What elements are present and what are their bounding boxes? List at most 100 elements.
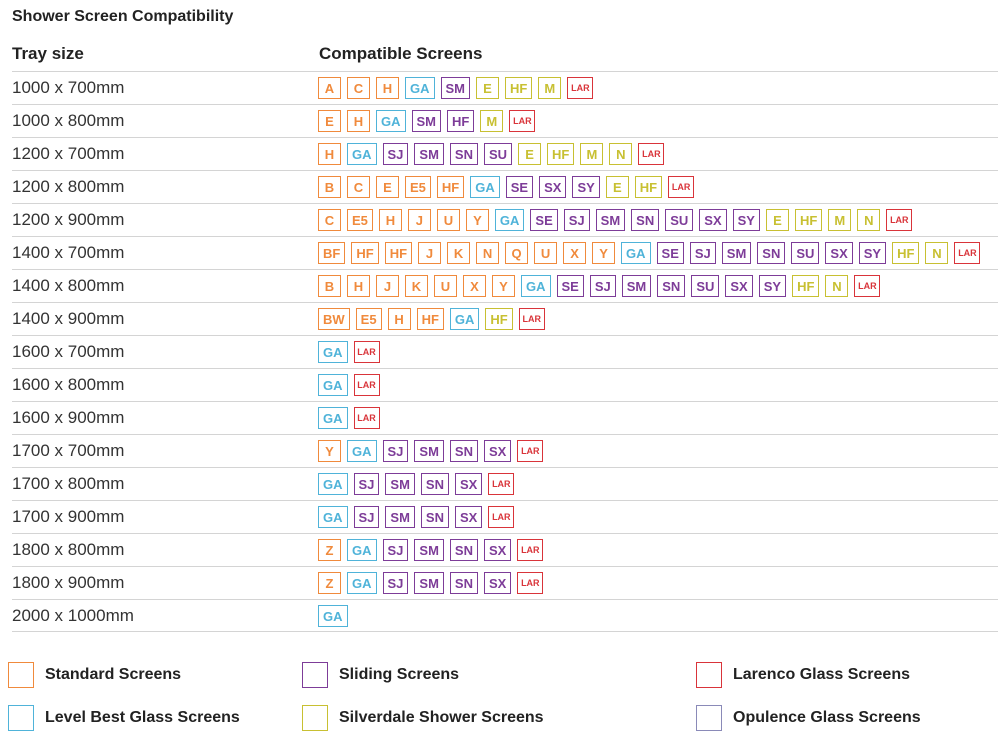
tray-size-cell: 1400 x 700mm — [12, 243, 125, 262]
screen-code-badge: LAR — [517, 440, 544, 462]
screen-code-badge: GA — [318, 341, 348, 363]
legend-label: Sliding Screens — [339, 666, 460, 683]
screen-code-badge: E — [476, 77, 499, 99]
screen-code-badge: SM — [414, 572, 444, 594]
screen-code-badge: HF — [505, 77, 533, 99]
compatible-screens-cell: GA — [318, 605, 354, 627]
compatible-screens-cell: GA SJ SM SN SX LAR — [318, 506, 520, 528]
screen-code-badge: GA — [318, 473, 348, 495]
screen-code-badge: BW — [318, 308, 350, 330]
screen-code-badge: SN — [420, 506, 449, 528]
tray-size-cell: 1400 x 900mm — [12, 309, 125, 328]
legend-swatch-silverdale — [302, 705, 328, 731]
screen-code-badge: BF — [318, 242, 346, 264]
screen-code-badge: SY — [758, 275, 787, 297]
screen-code-badge: SM — [414, 143, 444, 165]
table-row: 1800 x 900mm Z GA SJ SM SN SX LAR — [12, 566, 998, 599]
compatible-screens-cell: A C H GA SM E HF M LAR — [318, 77, 599, 99]
screen-code-badge: M — [480, 110, 504, 132]
legend-label: Silverdale Shower Screens — [339, 709, 544, 726]
screen-code-badge: HF — [416, 308, 444, 330]
table-row: 1700 x 700mm Y GA SJ SM SN SX LAR — [12, 434, 998, 467]
screen-code-badge: SM — [440, 77, 470, 99]
screen-code-badge: Y — [465, 209, 489, 231]
screen-code-badge: SE — [556, 275, 584, 297]
screen-code-badge: LAR — [353, 407, 380, 429]
screen-code-badge: SN — [449, 143, 478, 165]
screen-code-badge: Y — [492, 275, 515, 297]
screen-code-badge: N — [925, 242, 949, 264]
screen-code-badge: LAR — [954, 242, 981, 264]
tray-size-cell: 2000 x 1000mm — [12, 606, 134, 625]
screen-code-badge: J — [376, 275, 399, 297]
table-row: 1400 x 800mm B H J K U X Y GA SE SJ SM SN SU SX SY HF N LA… — [12, 269, 998, 302]
screen-code-badge: SX — [454, 473, 483, 495]
screen-code-badge: SN — [631, 209, 660, 231]
screen-code-badge: SY — [572, 176, 600, 198]
screen-code-badge: HF — [792, 275, 820, 297]
screen-code-badge: SN — [657, 275, 686, 297]
screen-code-badge: LAR — [517, 572, 544, 594]
screen-code-badge: E — [318, 110, 341, 132]
tray-size-cell: 1000 x 800mm — [12, 111, 125, 130]
screen-code-badge: HF — [485, 308, 513, 330]
legend-swatch-levelbest — [8, 705, 34, 731]
screen-code-badge: SN — [420, 473, 449, 495]
screen-code-badge: LAR — [518, 308, 545, 330]
screen-code-badge: HF — [892, 242, 920, 264]
table-row: 1700 x 900mm GA SJ SM SN SX LAR — [12, 500, 998, 533]
screen-code-badge: E — [605, 176, 629, 198]
tray-size-cell: 1700 x 800mm — [12, 474, 125, 493]
screen-code-badge: SX — [483, 572, 512, 594]
screen-code-badge: GA — [318, 506, 348, 528]
screen-code-badge: Q — [505, 242, 529, 264]
compatible-screens-cell: Y GA SJ SM SN SX LAR — [318, 440, 549, 462]
tray-size-cell: 1800 x 800mm — [12, 540, 125, 559]
tray-size-cell: 1600 x 900mm — [12, 408, 125, 427]
screen-code-badge: HF — [384, 242, 413, 264]
compatible-screens-cell: BW E5 H HF GA HF LAR — [318, 308, 551, 330]
legend-swatch-larenco — [696, 662, 722, 688]
table-row: 1600 x 800mm GA LAR — [12, 368, 998, 401]
screen-code-badge: B — [318, 275, 341, 297]
screen-code-badge: GA — [470, 176, 500, 198]
screen-code-badge: SM — [595, 209, 626, 231]
table-row: 1000 x 800mm E H GA SM HF M LAR — [12, 104, 998, 137]
screen-code-badge: SJ — [689, 242, 716, 264]
tray-size-cell: 1700 x 700mm — [12, 441, 125, 460]
screen-code-badge: J — [418, 242, 442, 264]
legend-item-larenco: Larenco Glass Screens — [696, 662, 910, 688]
screen-code-badge: SX — [539, 176, 567, 198]
screen-code-badge: SX — [825, 242, 853, 264]
screen-code-badge: C — [347, 77, 370, 99]
screen-code-badge: SM — [414, 440, 444, 462]
screen-code-badge: E5 — [405, 176, 431, 198]
legend-label: Standard Screens — [45, 666, 182, 683]
screen-code-badge: SU — [483, 143, 513, 165]
screen-code-badge: K — [405, 275, 428, 297]
screen-code-badge: HF — [436, 176, 465, 198]
screen-code-badge: SM — [414, 539, 444, 561]
screen-code-badge: GA — [621, 242, 651, 264]
screen-code-badge: SN — [757, 242, 786, 264]
screen-code-badge: SJ — [382, 143, 409, 165]
compatible-screens-cell: Z GA SJ SM SN SX LAR — [318, 572, 549, 594]
screen-code-badge: N — [476, 242, 500, 264]
compatible-screens-cell: GA LAR — [318, 374, 386, 396]
screen-code-badge: SJ — [353, 506, 380, 528]
compatible-screens-cell: H GA SJ SM SN SU E HF M N LAR — [318, 143, 670, 165]
table-row: 1400 x 700mm BF HF HF J K N Q U X Y GA SE SJ SM SN SU SX S… — [12, 236, 998, 269]
screen-code-badge: SN — [449, 539, 478, 561]
screen-code-badge: LAR — [668, 176, 695, 198]
page-title: Shower Screen Compatibility — [12, 8, 234, 25]
table-row: 1800 x 800mm Z GA SJ SM SN SX LAR — [12, 533, 998, 566]
screen-code-badge: SE — [505, 176, 534, 198]
screen-code-badge: GA — [347, 440, 377, 462]
screen-code-badge: HF — [794, 209, 823, 231]
screen-code-badge: SY — [858, 242, 887, 264]
screen-code-badge: GA — [318, 407, 348, 429]
screen-code-badge: HF — [351, 242, 379, 264]
screen-code-badge: B — [318, 176, 341, 198]
screen-code-badge: H — [387, 308, 411, 330]
screen-code-badge: J — [407, 209, 431, 231]
